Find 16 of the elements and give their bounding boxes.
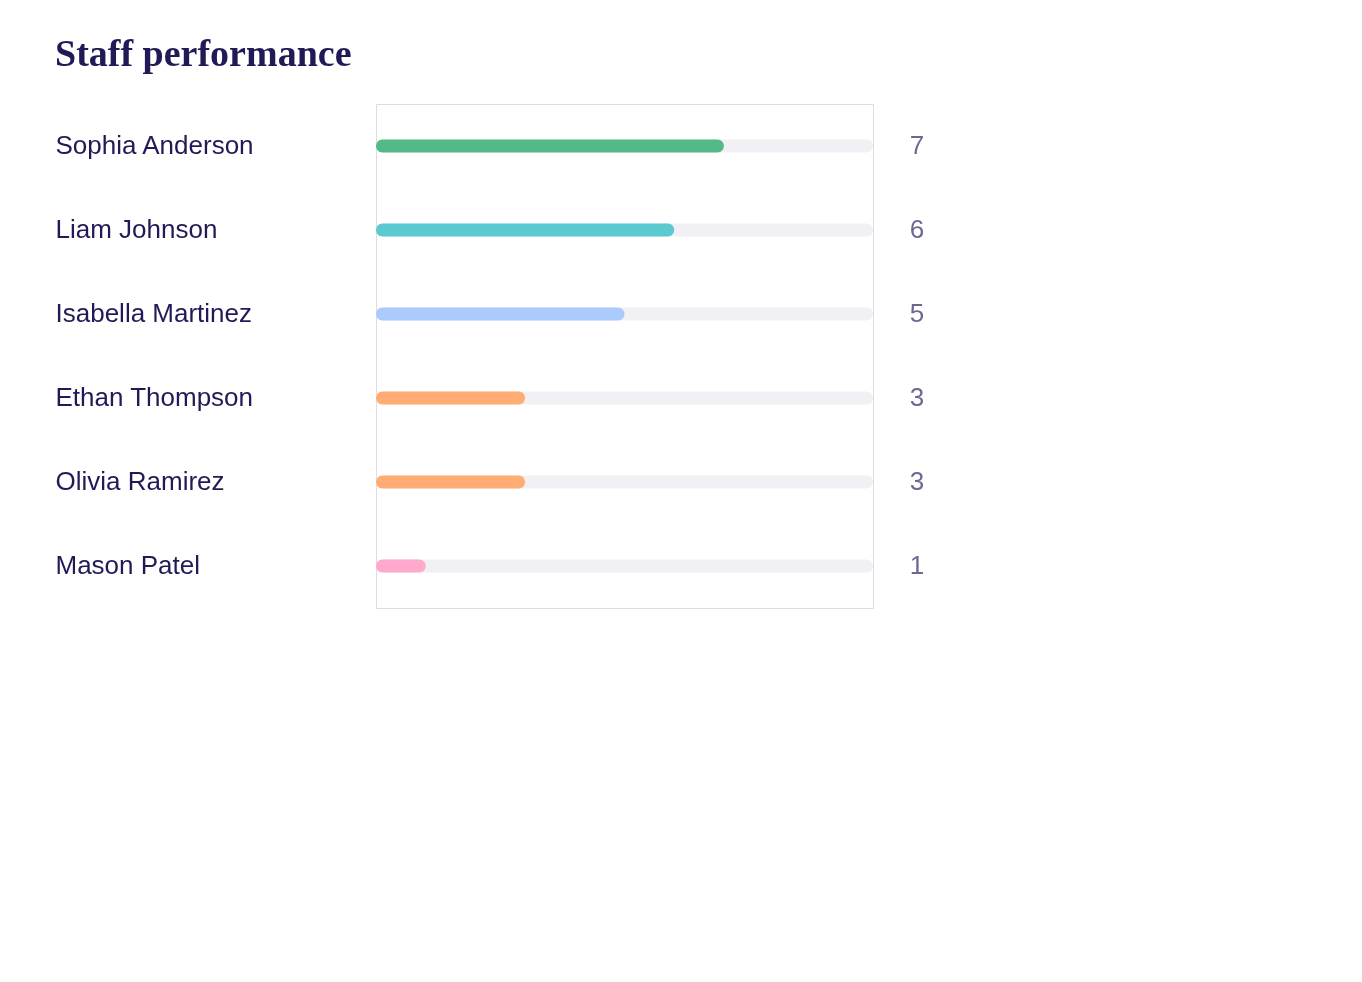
data-label: 5 <box>909 298 925 328</box>
data-label: 3 <box>909 466 925 496</box>
data-label: 1 <box>909 550 925 580</box>
y-tick-label: Isabella Martinez <box>55 298 253 328</box>
bar <box>376 391 526 405</box>
y-tick-label: Mason Patel <box>55 550 201 580</box>
bar <box>376 559 426 573</box>
y-tick-label: Liam Johnson <box>55 214 218 244</box>
bar <box>376 475 526 489</box>
data-label: 7 <box>909 130 925 160</box>
y-tick-label: Ethan Thompson <box>55 382 254 412</box>
data-label: 3 <box>909 382 925 412</box>
y-tick-label: Sophia Anderson <box>55 130 254 160</box>
y-tick-label: Olivia Ramirez <box>55 466 225 496</box>
data-label: 6 <box>909 214 925 244</box>
chart-title: Staff performance <box>55 32 352 74</box>
